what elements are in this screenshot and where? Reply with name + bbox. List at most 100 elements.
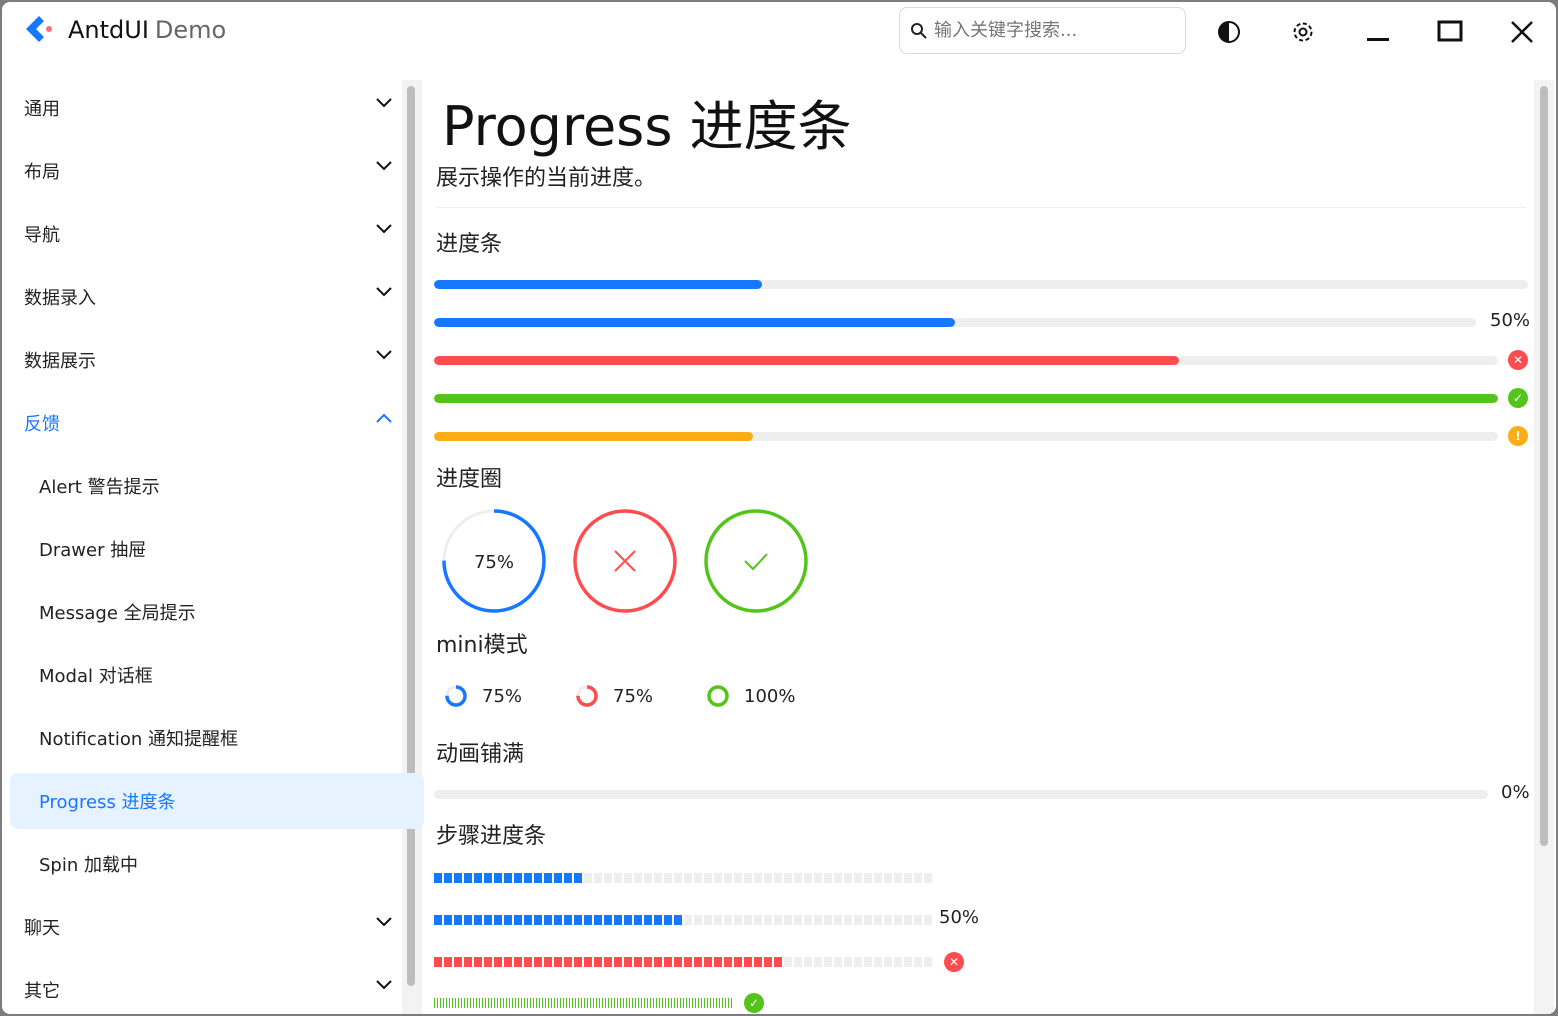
sidebar-item[interactable]: 反馈 bbox=[10, 395, 424, 451]
step-segment bbox=[504, 957, 512, 967]
sidebar-menu: 通用布局导航数据录入数据展示反馈 Alert 警告提示 Drawer 抽屉 Messa… bbox=[2, 76, 426, 1014]
step-segment bbox=[716, 998, 717, 1008]
step-segment bbox=[524, 957, 532, 967]
step-segment bbox=[686, 998, 687, 1008]
circle-progress bbox=[704, 509, 808, 613]
mini-progress: 100% bbox=[706, 684, 795, 708]
step-segment bbox=[584, 915, 592, 925]
step-segment bbox=[734, 957, 742, 967]
sidebar-item[interactable]: Modal 对话框 bbox=[10, 647, 424, 703]
step-segment bbox=[684, 873, 692, 883]
step-segment bbox=[804, 957, 812, 967]
sidebar-item-label: Modal 对话框 bbox=[39, 666, 153, 687]
step-segment bbox=[734, 915, 742, 925]
step-segment bbox=[641, 998, 642, 1008]
step-progress bbox=[434, 915, 932, 925]
circle-progress-arc bbox=[442, 509, 546, 613]
step-segment bbox=[524, 873, 532, 883]
sidebar-item[interactable]: 数据录入 bbox=[10, 269, 424, 325]
step-segment bbox=[515, 998, 516, 1008]
step-segment bbox=[474, 873, 482, 883]
sidebar-item[interactable]: Progress 进度条 bbox=[10, 773, 424, 829]
maximize-button[interactable] bbox=[1430, 12, 1470, 52]
step-segment bbox=[692, 998, 693, 1008]
sidebar-item[interactable]: Spin 加载中 bbox=[10, 836, 424, 892]
step-segment bbox=[704, 998, 705, 1008]
step-segment bbox=[914, 915, 922, 925]
step-segment bbox=[804, 915, 812, 925]
step-segment bbox=[814, 915, 822, 925]
step-segment bbox=[464, 957, 472, 967]
step-segment bbox=[464, 915, 472, 925]
page-title: Progress 进度条 bbox=[442, 95, 852, 158]
main-scrollbar[interactable] bbox=[1540, 86, 1548, 846]
step-segment bbox=[774, 915, 782, 925]
step-segment bbox=[719, 998, 720, 1008]
step-segment bbox=[524, 915, 532, 925]
section-title-mini: mini模式 bbox=[436, 633, 528, 658]
step-segment bbox=[654, 873, 662, 883]
sidebar-item[interactable]: 通用 bbox=[10, 80, 424, 136]
step-segment bbox=[461, 998, 462, 1008]
sidebar-item[interactable]: 聊天 bbox=[10, 899, 424, 955]
sidebar-item[interactable]: 布局 bbox=[10, 143, 424, 199]
section-title-bars: 进度条 bbox=[436, 232, 503, 257]
step-segment bbox=[602, 998, 603, 1008]
step-segment bbox=[704, 957, 712, 967]
step-segment bbox=[804, 873, 812, 883]
settings-button[interactable] bbox=[1283, 12, 1323, 52]
minimize-button[interactable] bbox=[1358, 12, 1398, 52]
step-segment bbox=[724, 915, 732, 925]
search-input[interactable] bbox=[934, 20, 1174, 41]
step-segment bbox=[904, 915, 912, 925]
step-segment bbox=[764, 915, 772, 925]
error-status-icon: ✕ bbox=[944, 952, 964, 972]
sidebar-item[interactable]: Notification 通知提醒框 bbox=[10, 710, 424, 766]
step-segment bbox=[653, 998, 654, 1008]
step-segment bbox=[754, 915, 762, 925]
step-segment bbox=[608, 998, 609, 1008]
step-segment bbox=[671, 998, 672, 1008]
step-segment bbox=[701, 998, 702, 1008]
step-segment bbox=[473, 998, 474, 1008]
sidebar-item-label: 导航 bbox=[24, 225, 60, 246]
sidebar-item[interactable]: 数据展示 bbox=[10, 332, 424, 388]
step-segment bbox=[548, 998, 549, 1008]
step-segment bbox=[437, 998, 438, 1008]
close-button[interactable] bbox=[1502, 12, 1542, 52]
step-segment bbox=[894, 873, 902, 883]
step-segment bbox=[668, 998, 669, 1008]
sidebar-item[interactable]: 导航 bbox=[10, 206, 424, 262]
sidebar-item[interactable]: 其它 bbox=[10, 962, 424, 1014]
step-segment bbox=[464, 873, 472, 883]
search-box[interactable] bbox=[899, 7, 1186, 54]
step-segment bbox=[476, 998, 477, 1008]
success-status-icon: ✓ bbox=[1508, 388, 1528, 408]
step-segment bbox=[524, 998, 525, 1008]
theme-toggle-button[interactable] bbox=[1209, 12, 1249, 52]
step-segment bbox=[544, 873, 552, 883]
step-segment bbox=[454, 915, 462, 925]
step-segment bbox=[551, 998, 552, 1008]
step-segment bbox=[614, 957, 622, 967]
step-segment bbox=[452, 998, 453, 1008]
step-segment bbox=[534, 873, 542, 883]
sidebar-item[interactable]: Drawer 抽屉 bbox=[10, 521, 424, 577]
sidebar-item[interactable]: Message 全局提示 bbox=[10, 584, 424, 640]
step-segment bbox=[814, 873, 822, 883]
divider bbox=[436, 207, 1526, 208]
step-segment bbox=[904, 873, 912, 883]
step-segment bbox=[614, 998, 615, 1008]
step-segment bbox=[674, 957, 682, 967]
sidebar-item[interactable]: Alert 警告提示 bbox=[10, 458, 424, 514]
step-segment bbox=[824, 873, 832, 883]
step-segment bbox=[563, 998, 564, 1008]
mini-progress-ring bbox=[445, 685, 467, 707]
sidebar-scrollbar[interactable] bbox=[407, 86, 415, 986]
step-segment bbox=[784, 915, 792, 925]
step-segment bbox=[542, 998, 543, 1008]
step-segment bbox=[534, 957, 542, 967]
step-segment bbox=[514, 957, 522, 967]
mini-progress: 75% bbox=[444, 684, 522, 708]
